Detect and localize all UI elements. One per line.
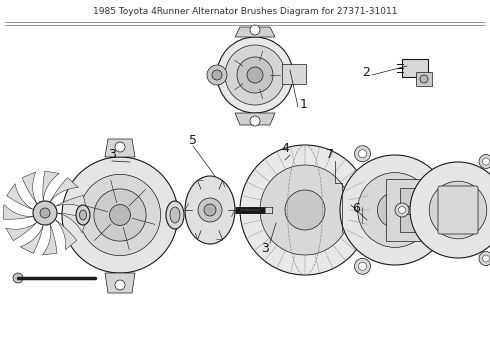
Bar bbox=[400, 188, 425, 206]
Circle shape bbox=[456, 206, 464, 214]
Circle shape bbox=[479, 154, 490, 168]
Circle shape bbox=[198, 198, 222, 222]
Circle shape bbox=[79, 174, 161, 256]
Circle shape bbox=[204, 204, 216, 216]
Polygon shape bbox=[50, 177, 78, 202]
FancyBboxPatch shape bbox=[416, 72, 432, 86]
Polygon shape bbox=[22, 172, 37, 204]
Circle shape bbox=[115, 142, 125, 152]
Bar bbox=[400, 214, 425, 232]
Polygon shape bbox=[57, 213, 87, 233]
Text: 3: 3 bbox=[261, 242, 269, 255]
Text: 1: 1 bbox=[300, 99, 308, 112]
Circle shape bbox=[110, 204, 130, 225]
Polygon shape bbox=[235, 113, 275, 125]
Circle shape bbox=[340, 155, 450, 265]
Circle shape bbox=[250, 25, 260, 35]
Circle shape bbox=[354, 258, 370, 274]
Polygon shape bbox=[20, 225, 43, 253]
Circle shape bbox=[359, 262, 367, 270]
Circle shape bbox=[358, 172, 432, 247]
Circle shape bbox=[237, 57, 273, 93]
Circle shape bbox=[420, 75, 428, 83]
Circle shape bbox=[225, 45, 285, 105]
Ellipse shape bbox=[79, 210, 87, 220]
FancyBboxPatch shape bbox=[438, 186, 478, 234]
Text: 2: 2 bbox=[362, 66, 370, 78]
Polygon shape bbox=[235, 27, 275, 37]
Circle shape bbox=[247, 67, 263, 83]
Circle shape bbox=[250, 116, 260, 126]
Polygon shape bbox=[43, 224, 57, 255]
Circle shape bbox=[483, 158, 490, 165]
Text: 5: 5 bbox=[189, 134, 197, 147]
Bar bbox=[356, 197, 368, 207]
Ellipse shape bbox=[76, 205, 90, 225]
Circle shape bbox=[479, 252, 490, 265]
Circle shape bbox=[33, 201, 57, 225]
Circle shape bbox=[13, 273, 23, 283]
Polygon shape bbox=[105, 139, 135, 157]
Polygon shape bbox=[3, 204, 33, 219]
Circle shape bbox=[452, 202, 468, 218]
Bar bbox=[356, 223, 368, 233]
Circle shape bbox=[40, 208, 50, 218]
FancyBboxPatch shape bbox=[282, 64, 306, 84]
Polygon shape bbox=[105, 273, 135, 293]
Circle shape bbox=[240, 145, 370, 275]
Circle shape bbox=[217, 37, 293, 113]
Ellipse shape bbox=[185, 176, 235, 244]
FancyBboxPatch shape bbox=[402, 59, 428, 77]
Polygon shape bbox=[43, 171, 59, 201]
Polygon shape bbox=[7, 184, 33, 210]
Ellipse shape bbox=[273, 203, 283, 216]
Text: 7: 7 bbox=[326, 148, 334, 162]
Circle shape bbox=[94, 189, 146, 241]
Circle shape bbox=[62, 157, 178, 273]
Ellipse shape bbox=[166, 201, 184, 229]
Circle shape bbox=[260, 165, 350, 255]
Text: 1985 Toyota 4Runner Alternator Brushes Diagram for 27371-31011: 1985 Toyota 4Runner Alternator Brushes D… bbox=[93, 8, 397, 17]
Circle shape bbox=[410, 162, 490, 258]
Ellipse shape bbox=[269, 197, 287, 223]
Polygon shape bbox=[55, 195, 87, 210]
Circle shape bbox=[354, 146, 370, 162]
Polygon shape bbox=[6, 222, 37, 240]
Circle shape bbox=[483, 255, 490, 262]
Polygon shape bbox=[55, 220, 77, 249]
Circle shape bbox=[395, 203, 409, 217]
Text: 3: 3 bbox=[108, 148, 116, 162]
Text: 6: 6 bbox=[352, 202, 360, 215]
Circle shape bbox=[212, 70, 222, 80]
Circle shape bbox=[359, 150, 367, 158]
Text: 4: 4 bbox=[281, 141, 289, 154]
Ellipse shape bbox=[170, 207, 180, 223]
Circle shape bbox=[207, 65, 227, 85]
FancyBboxPatch shape bbox=[386, 179, 438, 241]
Circle shape bbox=[398, 207, 406, 213]
Circle shape bbox=[115, 280, 125, 290]
Circle shape bbox=[377, 192, 413, 228]
Circle shape bbox=[429, 181, 487, 239]
Circle shape bbox=[443, 195, 472, 224]
Circle shape bbox=[285, 190, 325, 230]
